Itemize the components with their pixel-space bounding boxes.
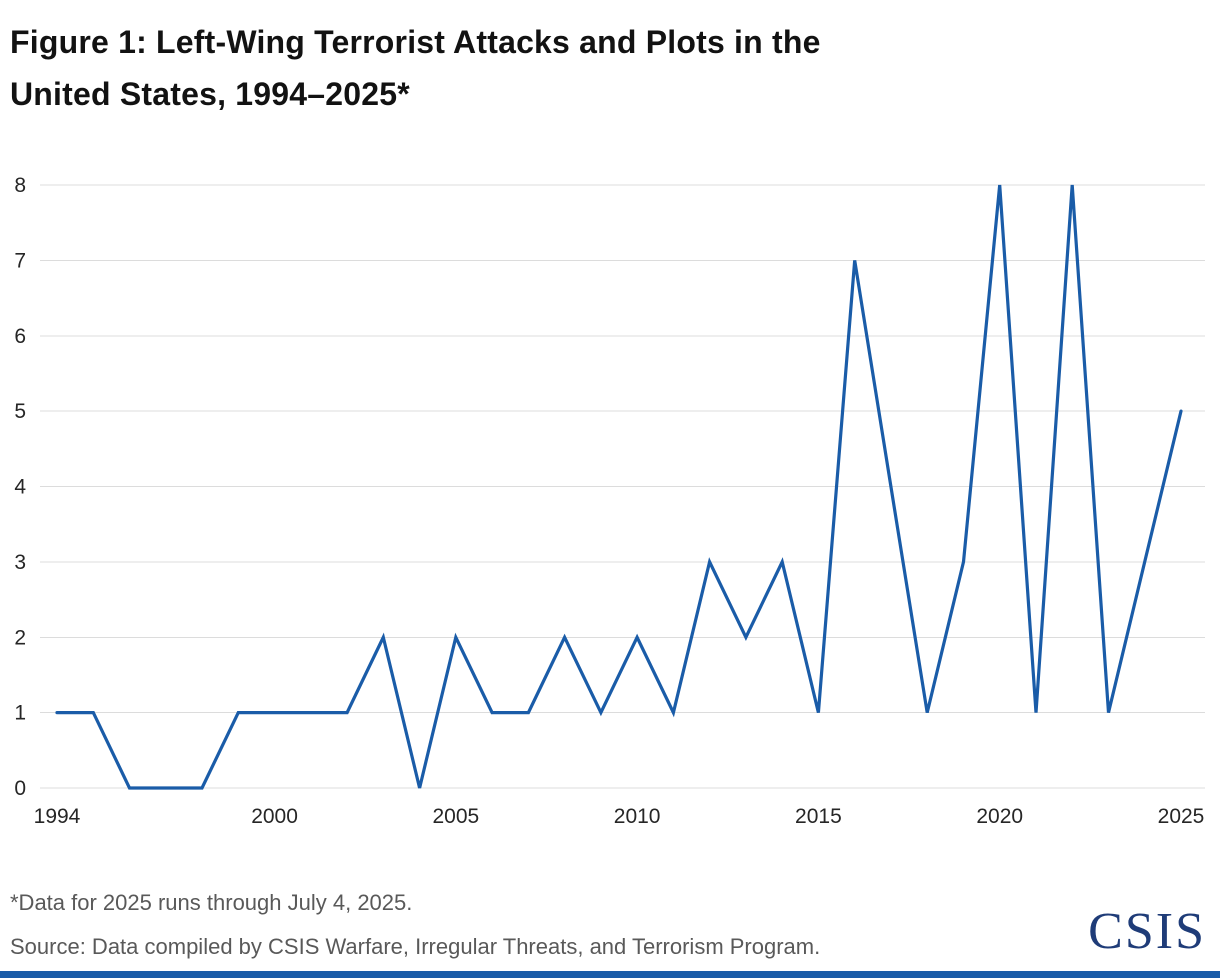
footer-accent-bar: [0, 971, 1220, 978]
chart-title-line2: United States, 1994–2025*: [10, 76, 410, 112]
y-tick-label: 4: [14, 476, 26, 499]
y-axis-labels: 0 1 2 3 4 5 6 7 8: [14, 174, 26, 800]
y-tick-label: 6: [14, 325, 26, 348]
x-tick-label: 2020: [976, 805, 1023, 828]
chart-footnote: *Data for 2025 runs through July 4, 2025…: [10, 890, 413, 915]
y-tick-label: 5: [14, 400, 26, 423]
csis-logo: CSIS: [1088, 903, 1206, 960]
x-tick-label: 2015: [795, 805, 842, 828]
x-axis-labels: 1994 2000 2005 2010 2015 2020 2025: [34, 805, 1205, 828]
chart-source: Source: Data compiled by CSIS Warfare, I…: [10, 934, 821, 959]
chart-title-line1: Figure 1: Left-Wing Terrorist Attacks an…: [10, 24, 821, 60]
x-tick-label: 2000: [251, 805, 298, 828]
x-tick-label: 2005: [432, 805, 479, 828]
chart-title: Figure 1: Left-Wing Terrorist Attacks an…: [10, 16, 1170, 120]
y-tick-label: 0: [14, 777, 26, 800]
x-tick-label: 1994: [34, 805, 81, 828]
x-tick-label: 2010: [614, 805, 661, 828]
y-tick-label: 3: [14, 551, 26, 574]
y-tick-label: 2: [14, 626, 26, 649]
y-tick-label: 7: [14, 249, 26, 272]
chart-line: [55, 184, 1183, 790]
y-tick-label: 1: [14, 702, 26, 725]
y-tick-label: 8: [14, 174, 26, 197]
x-tick-label: 2025: [1158, 805, 1205, 828]
gridlines: [40, 184, 1205, 789]
